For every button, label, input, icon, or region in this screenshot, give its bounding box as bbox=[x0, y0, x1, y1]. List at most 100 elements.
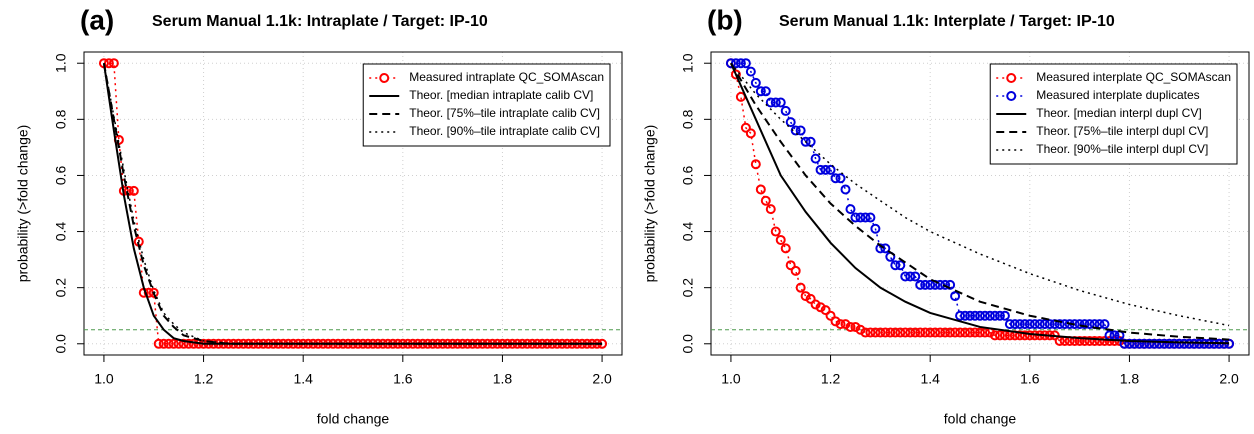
data-point bbox=[795, 125, 806, 136]
data-point bbox=[805, 293, 816, 304]
data-point bbox=[1174, 338, 1185, 349]
data-point bbox=[835, 173, 846, 184]
data-point bbox=[815, 302, 826, 313]
data-point bbox=[1024, 319, 1035, 330]
data-point bbox=[1089, 335, 1100, 346]
data-point bbox=[910, 271, 921, 282]
x-tick-label: 2.0 bbox=[1219, 371, 1239, 387]
data-point bbox=[875, 327, 886, 338]
x-tick-label: 1.8 bbox=[493, 371, 513, 387]
data-point bbox=[975, 327, 985, 338]
data-point bbox=[1184, 338, 1195, 349]
data-point bbox=[1154, 338, 1165, 349]
data-point bbox=[1099, 319, 1110, 330]
data-point bbox=[1004, 319, 1015, 330]
data-point bbox=[1034, 319, 1045, 330]
chart-title: Serum Manual 1.1k: Intraplate / Target: … bbox=[152, 13, 488, 30]
legend-item: Theor. [75%–tile interpl dupl CV] bbox=[996, 124, 1208, 138]
legend-label: Measured intraplate QC_SOMAscan bbox=[409, 70, 604, 84]
data-point bbox=[760, 195, 771, 206]
data-point bbox=[765, 97, 776, 108]
data-point bbox=[820, 305, 831, 316]
data-point bbox=[795, 282, 806, 293]
data-point bbox=[905, 327, 916, 338]
data-point bbox=[735, 58, 746, 69]
data-point bbox=[979, 310, 990, 321]
panel-label: (a) bbox=[80, 4, 114, 35]
data-point bbox=[855, 324, 866, 335]
series-line bbox=[102, 63, 603, 345]
x-tick-label: 1.0 bbox=[94, 371, 114, 387]
data-point bbox=[945, 327, 956, 338]
data-point bbox=[870, 223, 881, 234]
data-point bbox=[825, 164, 836, 175]
data-point bbox=[999, 310, 1010, 321]
data-point bbox=[1074, 335, 1085, 346]
x-axis-label: fold change bbox=[317, 411, 390, 427]
legend: Measured intraplate QC_SOMAscan Theor. [m… bbox=[362, 63, 611, 147]
data-point bbox=[900, 271, 911, 282]
data-point bbox=[800, 291, 811, 302]
y-tick-label: 0.2 bbox=[53, 278, 69, 298]
data-point bbox=[1099, 335, 1110, 346]
data-point bbox=[975, 310, 985, 321]
data-point bbox=[780, 105, 791, 116]
data-point bbox=[950, 327, 961, 338]
data-point bbox=[760, 86, 771, 97]
data-point bbox=[850, 212, 861, 223]
data-point bbox=[1014, 319, 1025, 330]
data-point bbox=[989, 310, 1000, 321]
data-point bbox=[810, 153, 821, 164]
series-line bbox=[730, 62, 1230, 341]
data-point bbox=[1054, 319, 1065, 330]
legend-marker bbox=[379, 73, 390, 83]
x-tick-label: 1.2 bbox=[194, 371, 214, 387]
chart-title: Serum Manual 1.1k: Interplate / Target: … bbox=[779, 13, 1115, 30]
data-point bbox=[183, 338, 194, 349]
data-point bbox=[1014, 330, 1025, 341]
data-point bbox=[915, 279, 926, 290]
data-point bbox=[1079, 335, 1090, 346]
y-tick-label: 0.4 bbox=[53, 222, 69, 242]
legend-label: Measured interplate QC_SOMAscan bbox=[1036, 70, 1231, 84]
legend-marker bbox=[1006, 91, 1017, 101]
data-point bbox=[1149, 338, 1160, 349]
data-point bbox=[1079, 319, 1090, 330]
data-point bbox=[1159, 338, 1170, 349]
data-point bbox=[810, 299, 821, 310]
data-point bbox=[178, 338, 189, 349]
data-point bbox=[840, 184, 851, 195]
legend-label: Measured interplate duplicates bbox=[1036, 88, 1199, 102]
data-point bbox=[1124, 338, 1135, 349]
x-tick-label: 1.4 bbox=[920, 371, 940, 387]
legend-label: Theor. [75%–tile interpl dupl CV] bbox=[1036, 124, 1208, 138]
data-point bbox=[1129, 338, 1140, 349]
data-point bbox=[1039, 319, 1050, 330]
legend-label: Theor. [90%–tile interpl dupl CV] bbox=[1036, 142, 1208, 156]
y-tick-label: 0.8 bbox=[53, 109, 69, 129]
data-point bbox=[930, 327, 941, 338]
data-point bbox=[920, 327, 931, 338]
series-line bbox=[730, 62, 1230, 345]
data-point bbox=[800, 136, 811, 147]
data-point bbox=[940, 327, 951, 338]
data-point bbox=[1024, 330, 1035, 341]
data-point bbox=[1084, 335, 1095, 346]
data-point bbox=[775, 97, 786, 108]
data-point bbox=[1139, 338, 1150, 349]
data-point bbox=[148, 287, 159, 298]
data-point bbox=[870, 327, 881, 338]
legend-box bbox=[362, 63, 611, 147]
y-tick-label: 0.6 bbox=[53, 166, 69, 186]
data-point bbox=[950, 291, 961, 302]
data-point bbox=[994, 310, 1005, 321]
data-point bbox=[840, 319, 851, 330]
y-tick-label: 0.0 bbox=[680, 334, 696, 354]
series-line bbox=[730, 62, 1230, 327]
data-point bbox=[745, 66, 756, 77]
data-point bbox=[960, 310, 971, 321]
data-point bbox=[880, 327, 891, 338]
data-point bbox=[960, 327, 971, 338]
legend-box bbox=[989, 63, 1238, 165]
